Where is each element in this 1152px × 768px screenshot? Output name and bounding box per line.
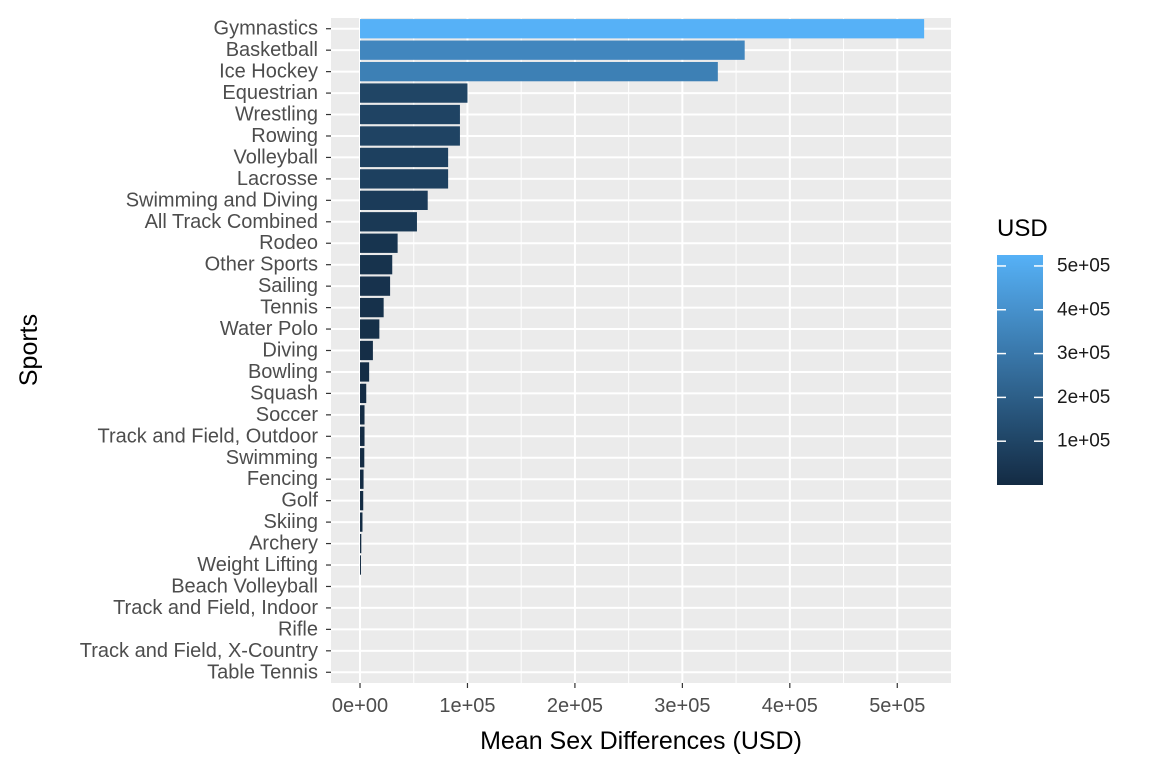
bar-soccer bbox=[360, 405, 365, 425]
bar-ice-hockey bbox=[360, 61, 718, 82]
bar-archery bbox=[360, 533, 362, 554]
bar-diving bbox=[360, 340, 373, 361]
legend-label: 1e+05 bbox=[1057, 431, 1110, 452]
legend-ticks: 1e+05 2e+05 3e+05 4e+05 5e+05 bbox=[997, 255, 1110, 452]
bars-group bbox=[360, 19, 925, 575]
y-tick-label: Golf bbox=[281, 490, 318, 512]
legend-label: 3e+05 bbox=[1057, 343, 1110, 364]
bar-tennis bbox=[360, 297, 384, 318]
y-tick-label: Skiing bbox=[264, 511, 318, 533]
bar-gymnastics bbox=[360, 19, 925, 39]
bar-bowling bbox=[360, 362, 370, 382]
bar-other-sports bbox=[360, 255, 393, 275]
y-tick-label: Wrestling bbox=[235, 104, 318, 126]
bar-golf bbox=[360, 491, 364, 511]
y-tick-label: Lacrosse bbox=[237, 168, 318, 190]
bar-lacrosse bbox=[360, 169, 449, 189]
y-tick-label: Ice Hockey bbox=[219, 61, 318, 83]
y-tick-label: Rifle bbox=[278, 618, 318, 640]
y-tick-label: Rodeo bbox=[259, 232, 318, 254]
legend-colorbar bbox=[997, 255, 1043, 485]
y-tick-label: Track and Field, Indoor bbox=[113, 597, 318, 619]
x-tick-label: 0e+00 bbox=[332, 695, 388, 717]
bar-basketball bbox=[360, 40, 745, 60]
x-tick-label: 2e+05 bbox=[547, 695, 603, 717]
y-tick-label: Track and Field, X-Country bbox=[80, 640, 318, 662]
x-tick-label: 4e+05 bbox=[762, 695, 818, 717]
x-axis-title: Mean Sex Differences (USD) bbox=[480, 727, 802, 755]
y-tick-label: Basketball bbox=[226, 39, 318, 61]
bar-rodeo bbox=[360, 233, 398, 253]
bar-weight-lifting bbox=[360, 555, 361, 575]
x-axis: 0e+00 1e+05 2e+05 3e+05 4e+05 5e+05 bbox=[332, 683, 925, 717]
y-tick-label: Weight Lifting bbox=[197, 554, 318, 576]
y-tick-label: All Track Combined bbox=[145, 211, 318, 233]
bar-all-track-combined bbox=[360, 212, 417, 232]
y-tick-label: Diving bbox=[262, 340, 318, 362]
y-tick-label: Sailing bbox=[258, 275, 318, 297]
y-tick-label: Gymnastics bbox=[214, 18, 318, 40]
x-tick-label: 1e+05 bbox=[439, 695, 495, 717]
y-tick-label: Swimming bbox=[226, 447, 318, 469]
x-tick-label: 5e+05 bbox=[869, 695, 925, 717]
major-gridlines bbox=[331, 18, 951, 683]
bar-volleyball bbox=[360, 147, 449, 168]
y-tick-label: Soccer bbox=[256, 404, 319, 426]
legend-label: 4e+05 bbox=[1057, 299, 1110, 320]
y-tick-label: Track and Field, Outdoor bbox=[98, 425, 319, 447]
y-axis-title: Sports bbox=[15, 314, 43, 386]
y-tick-label: Fencing bbox=[247, 468, 318, 490]
legend-title: USD bbox=[997, 215, 1048, 242]
y-tick-label: Tennis bbox=[260, 297, 318, 319]
y-tick-label: Bowling bbox=[248, 361, 318, 383]
bar-water-polo bbox=[360, 319, 380, 339]
bar-equestrian bbox=[360, 83, 468, 103]
bar-swimming-and-diving bbox=[360, 190, 428, 210]
y-tick-label: Equestrian bbox=[222, 82, 318, 104]
bar-skiing bbox=[360, 512, 363, 532]
legend: USD 1e+05 2e+05 3e+05 4e+05 5e+05 bbox=[997, 215, 1110, 485]
bar-track-and-field-outdoor bbox=[360, 426, 365, 446]
x-tick-label: 3e+05 bbox=[654, 695, 710, 717]
y-tick-label: Swimming and Diving bbox=[126, 189, 318, 211]
legend-label: 2e+05 bbox=[1057, 387, 1110, 408]
y-tick-label: Water Polo bbox=[220, 318, 318, 340]
y-tick-label: Beach Volleyball bbox=[171, 575, 318, 597]
y-tick-label: Squash bbox=[250, 382, 318, 404]
y-tick-label: Other Sports bbox=[205, 254, 318, 276]
bar-squash bbox=[360, 383, 367, 404]
bar-fencing bbox=[360, 469, 364, 489]
y-tick-label: Table Tennis bbox=[207, 661, 318, 683]
y-tick-label: Volleyball bbox=[233, 146, 318, 168]
y-tick-label: Rowing bbox=[251, 125, 318, 147]
bar-rowing bbox=[360, 126, 460, 146]
legend-label: 5e+05 bbox=[1057, 255, 1110, 276]
y-tick-label: Archery bbox=[249, 533, 318, 555]
bar-wrestling bbox=[360, 104, 460, 125]
bar-sailing bbox=[360, 276, 391, 296]
bar-swimming bbox=[360, 448, 365, 468]
